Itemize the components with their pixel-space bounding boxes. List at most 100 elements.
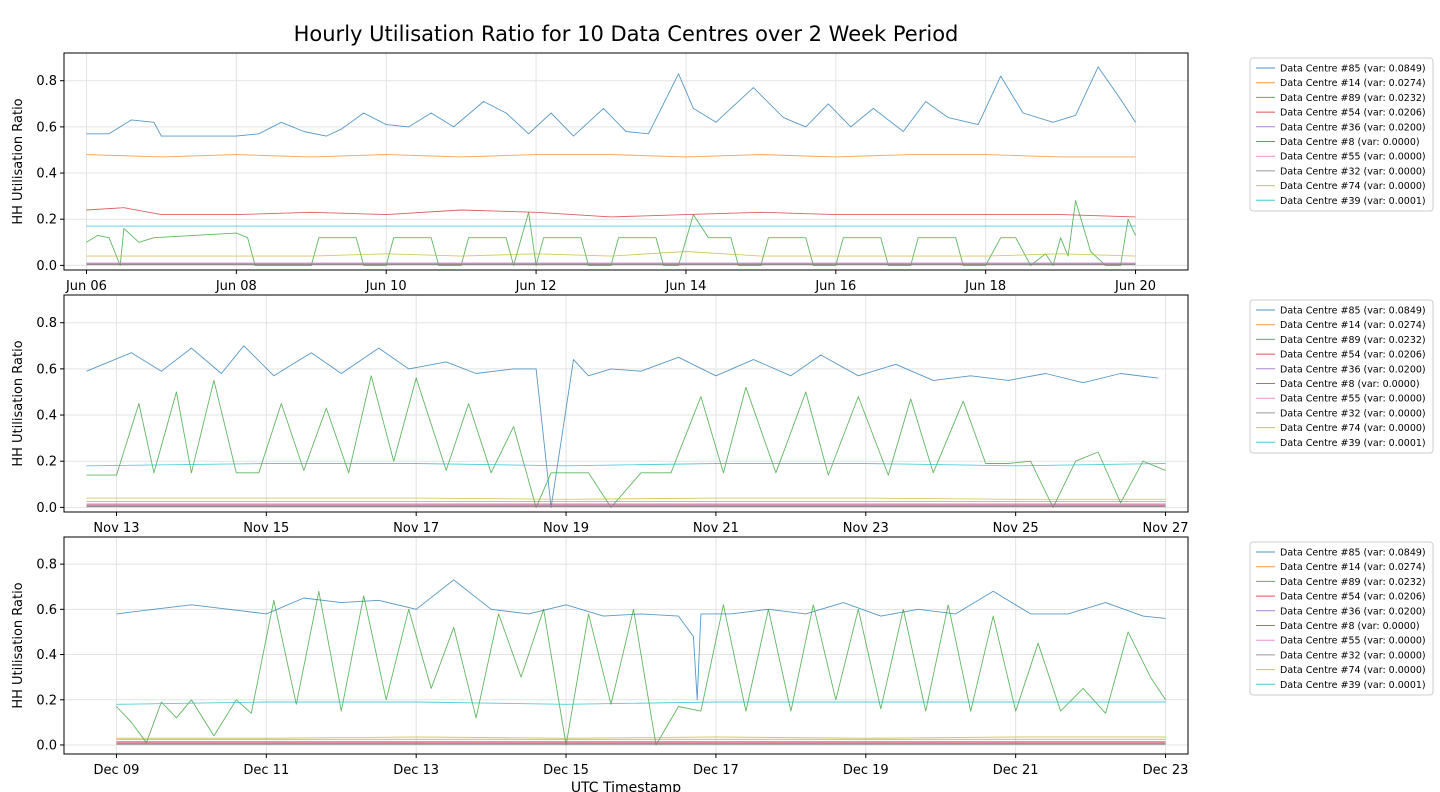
legend-label: Data Centre #54 (var: 0.0206) (1280, 108, 1426, 119)
legend-label: Data Centre #32 (var: 0.0000) (1280, 408, 1426, 419)
y-tick-label: 0.2 (36, 455, 57, 470)
x-tick-label: Jun 20 (1114, 279, 1156, 294)
legend-box (1249, 541, 1434, 696)
legend-label: Data Centre #85 (var: 0.0849) (1280, 548, 1426, 559)
axes-frame (63, 52, 1189, 271)
legend-label: Data Centre #36 (var: 0.0200) (1280, 122, 1426, 133)
y-axis-label: HH Utilisation Ratio (11, 340, 26, 466)
series-line (116, 590, 1166, 746)
legend-label: Data Centre #14 (var: 0.0274) (1280, 320, 1426, 331)
x-tick-label: Jun 06 (65, 279, 107, 294)
series-line (86, 251, 1136, 257)
y-tick-label: 0.2 (36, 213, 57, 228)
legend-label: Data Centre #14 (var: 0.0274) (1280, 562, 1426, 573)
legend-label: Data Centre #89 (var: 0.0232) (1280, 577, 1426, 588)
legend-label: Data Centre #36 (var: 0.0200) (1280, 364, 1426, 375)
y-tick-label: 0.4 (36, 167, 57, 182)
series-line (86, 154, 1136, 158)
x-tick-label: Nov 17 (393, 521, 439, 536)
y-axis-label: HH Utilisation Ratio (11, 582, 26, 708)
series-line (86, 66, 1136, 137)
series-line (86, 463, 1166, 467)
legend-label: Data Centre #32 (var: 0.0000) (1280, 650, 1426, 661)
legend-label: Data Centre #55 (var: 0.0000) (1280, 636, 1426, 647)
legend: Data Centre #85 (var: 0.0849) Data Centre… (1249, 299, 1434, 454)
chart-title: Hourly Utilisation Ratio for 10 Data Cen… (294, 22, 959, 46)
series-line (116, 579, 1166, 701)
legend-label: Data Centre #74 (var: 0.0000) (1280, 423, 1426, 434)
x-tick-label: Nov 21 (693, 521, 739, 536)
x-tick-label: Nov 19 (543, 521, 589, 536)
series-line (116, 701, 1166, 705)
series-line (116, 736, 1166, 739)
x-tick-label: Dec 13 (393, 763, 439, 778)
x-tick-label: Jun 12 (515, 279, 557, 294)
x-tick-label: Jun 14 (664, 279, 706, 294)
x-tick-label: Nov 23 (843, 521, 889, 536)
legend-box (1249, 57, 1434, 212)
chart-panel: 0.0 0.2 0.4 0.6 0.8 Jun 06 Jun 08 Jun 10 Jun 12 J… (11, 52, 1434, 294)
series-line (86, 345, 1159, 508)
y-tick-label: 0.8 (36, 316, 57, 331)
x-tick-label: Dec 23 (1143, 763, 1189, 778)
legend-label: Data Centre #54 (var: 0.0206) (1280, 592, 1426, 603)
y-tick-label: 0.4 (36, 648, 57, 663)
x-tick-label: Nov 13 (93, 521, 139, 536)
legend-label: Data Centre #55 (var: 0.0000) (1280, 394, 1426, 405)
legend-label: Data Centre #8 (var: 0.0000) (1280, 621, 1420, 632)
y-tick-label: 0.4 (36, 409, 57, 424)
y-tick-label: 0.6 (36, 120, 57, 135)
axes-frame (63, 294, 1189, 513)
legend-label: Data Centre #89 (var: 0.0232) (1280, 93, 1426, 104)
legend-label: Data Centre #8 (var: 0.0000) (1280, 137, 1420, 148)
x-tick-label: Jun 10 (365, 279, 407, 294)
x-tick-label: Nov 27 (1142, 521, 1188, 536)
x-tick-label: Dec 21 (993, 763, 1039, 778)
x-tick-label: Jun 16 (814, 279, 856, 294)
legend-label: Data Centre #85 (var: 0.0849) (1280, 306, 1426, 317)
x-tick-label: Nov 25 (993, 521, 1039, 536)
legend-label: Data Centre #39 (var: 0.0001) (1280, 438, 1426, 449)
x-tick-label: Dec 19 (843, 763, 889, 778)
chart-panel: 0.0 0.2 0.4 0.6 0.8 Dec 09 Dec 11 Dec 13 Dec 15 D… (11, 536, 1434, 778)
x-tick-label: Nov 15 (243, 521, 289, 536)
y-tick-label: 0.8 (36, 558, 57, 573)
legend-label: Data Centre #89 (var: 0.0232) (1280, 335, 1426, 346)
x-tick-label: Dec 09 (94, 763, 140, 778)
y-tick-label: 0.6 (36, 603, 57, 618)
legend-box (1249, 299, 1434, 454)
series-line (86, 207, 1136, 218)
legend-label: Data Centre #14 (var: 0.0274) (1280, 78, 1426, 89)
legend-label: Data Centre #85 (var: 0.0849) (1280, 64, 1426, 75)
legend-label: Data Centre #54 (var: 0.0206) (1280, 350, 1426, 361)
x-axis-label: UTC Timestamp (571, 780, 681, 792)
legend-label: Data Centre #32 (var: 0.0000) (1280, 166, 1426, 177)
y-tick-label: 0.8 (36, 74, 57, 89)
legend: Data Centre #85 (var: 0.0849) Data Centre… (1249, 57, 1434, 212)
chart-panel: 0.0 0.2 0.4 0.6 0.8 Nov 13 Nov 15 Nov 17 Nov 19 N… (11, 294, 1434, 536)
x-tick-label: Dec 11 (243, 763, 289, 778)
x-tick-label: Jun 18 (964, 279, 1006, 294)
legend-label: Data Centre #39 (var: 0.0001) (1280, 196, 1426, 207)
series-line (86, 375, 1166, 508)
y-tick-label: 0.0 (36, 259, 57, 274)
y-tick-label: 0.6 (36, 362, 57, 377)
legend-label: Data Centre #74 (var: 0.0000) (1280, 181, 1426, 192)
x-tick-label: Dec 17 (693, 763, 739, 778)
legend: Data Centre #85 (var: 0.0849) Data Centre… (1249, 541, 1434, 696)
y-tick-label: 0.0 (36, 501, 57, 516)
legend-label: Data Centre #36 (var: 0.0200) (1280, 606, 1426, 617)
y-axis-label: HH Utilisation Ratio (11, 98, 26, 224)
legend-label: Data Centre #8 (var: 0.0000) (1280, 379, 1420, 390)
x-tick-label: Jun 08 (215, 279, 257, 294)
axes-frame (63, 536, 1189, 755)
series-line (86, 497, 1166, 500)
y-tick-label: 0.0 (36, 738, 57, 753)
series-line (86, 200, 1136, 266)
legend-label: Data Centre #55 (var: 0.0000) (1280, 152, 1426, 163)
legend-label: Data Centre #39 (var: 0.0001) (1280, 680, 1426, 691)
y-tick-label: 0.2 (36, 693, 57, 708)
x-tick-label: Dec 15 (543, 763, 589, 778)
legend-label: Data Centre #74 (var: 0.0000) (1280, 665, 1426, 676)
